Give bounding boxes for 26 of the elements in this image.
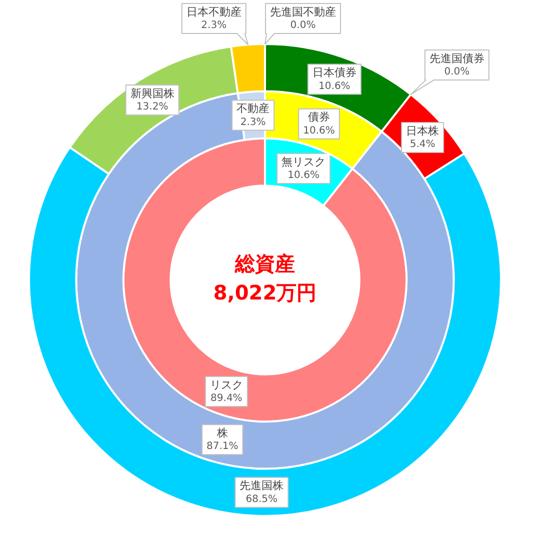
slice-label: 日本株 bbox=[406, 124, 440, 138]
data-label: 68.5% bbox=[246, 494, 278, 505]
data-label: 5.4% bbox=[410, 139, 436, 150]
data-label: 10.6% bbox=[288, 170, 320, 182]
text: 0.0% bbox=[444, 66, 470, 78]
slice-label: リスク bbox=[210, 378, 243, 392]
slice-label: 不動産 bbox=[236, 102, 270, 116]
slice-label: 無リスク bbox=[282, 155, 326, 168]
data-label: 10.6% bbox=[303, 125, 335, 136]
text: 総資産 bbox=[234, 252, 295, 276]
data-label: 2.3% bbox=[240, 116, 266, 128]
text: 8,022万円 bbox=[213, 280, 317, 305]
slice-label: 株 bbox=[216, 426, 228, 440]
category-label: 先進国不動産 bbox=[270, 5, 336, 18]
data-label: 87.1% bbox=[206, 441, 238, 452]
slice-label: 日本債券 bbox=[312, 66, 356, 80]
data-label: 89.4% bbox=[210, 393, 242, 404]
slice-label: 先進国株 bbox=[240, 479, 284, 492]
data-label: 13.2% bbox=[136, 102, 168, 113]
slice-label: 債券 bbox=[308, 110, 330, 124]
text: 0.0% bbox=[290, 20, 316, 32]
category-label: 先進国債券 bbox=[429, 52, 484, 65]
slice-label: 日本不動産 bbox=[186, 5, 242, 18]
data-label: 2.3% bbox=[201, 20, 227, 32]
data-label: 10.6% bbox=[318, 80, 350, 92]
slice-label: 新興国株 bbox=[130, 86, 174, 100]
